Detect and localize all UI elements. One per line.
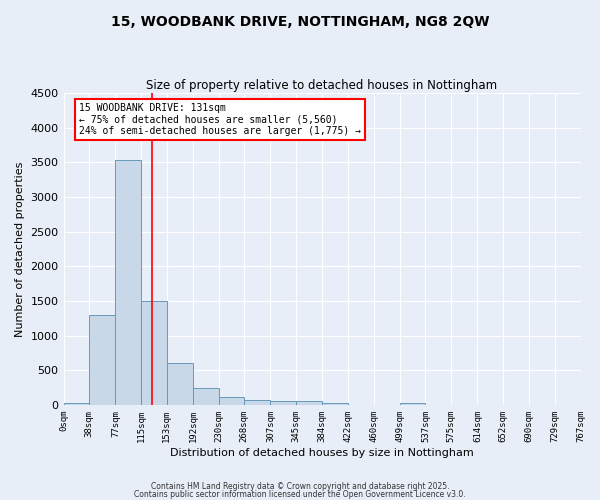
Y-axis label: Number of detached properties: Number of detached properties xyxy=(15,162,25,336)
Bar xyxy=(296,402,322,405)
Bar xyxy=(115,160,141,405)
Bar xyxy=(400,403,425,405)
Bar xyxy=(167,364,193,405)
X-axis label: Distribution of detached houses by size in Nottingham: Distribution of detached houses by size … xyxy=(170,448,474,458)
Text: Contains public sector information licensed under the Open Government Licence v3: Contains public sector information licen… xyxy=(134,490,466,499)
Bar xyxy=(89,315,115,405)
Bar xyxy=(218,396,244,405)
Text: 15 WOODBANK DRIVE: 131sqm
← 75% of detached houses are smaller (5,560)
24% of se: 15 WOODBANK DRIVE: 131sqm ← 75% of detac… xyxy=(79,102,361,136)
Text: Contains HM Land Registry data © Crown copyright and database right 2025.: Contains HM Land Registry data © Crown c… xyxy=(151,482,449,491)
Bar xyxy=(244,400,271,405)
Bar xyxy=(193,388,218,405)
Bar xyxy=(322,403,348,405)
Bar xyxy=(271,402,296,405)
Text: 15, WOODBANK DRIVE, NOTTINGHAM, NG8 2QW: 15, WOODBANK DRIVE, NOTTINGHAM, NG8 2QW xyxy=(111,15,489,29)
Bar xyxy=(64,403,89,405)
Title: Size of property relative to detached houses in Nottingham: Size of property relative to detached ho… xyxy=(146,79,497,92)
Bar xyxy=(141,301,167,405)
